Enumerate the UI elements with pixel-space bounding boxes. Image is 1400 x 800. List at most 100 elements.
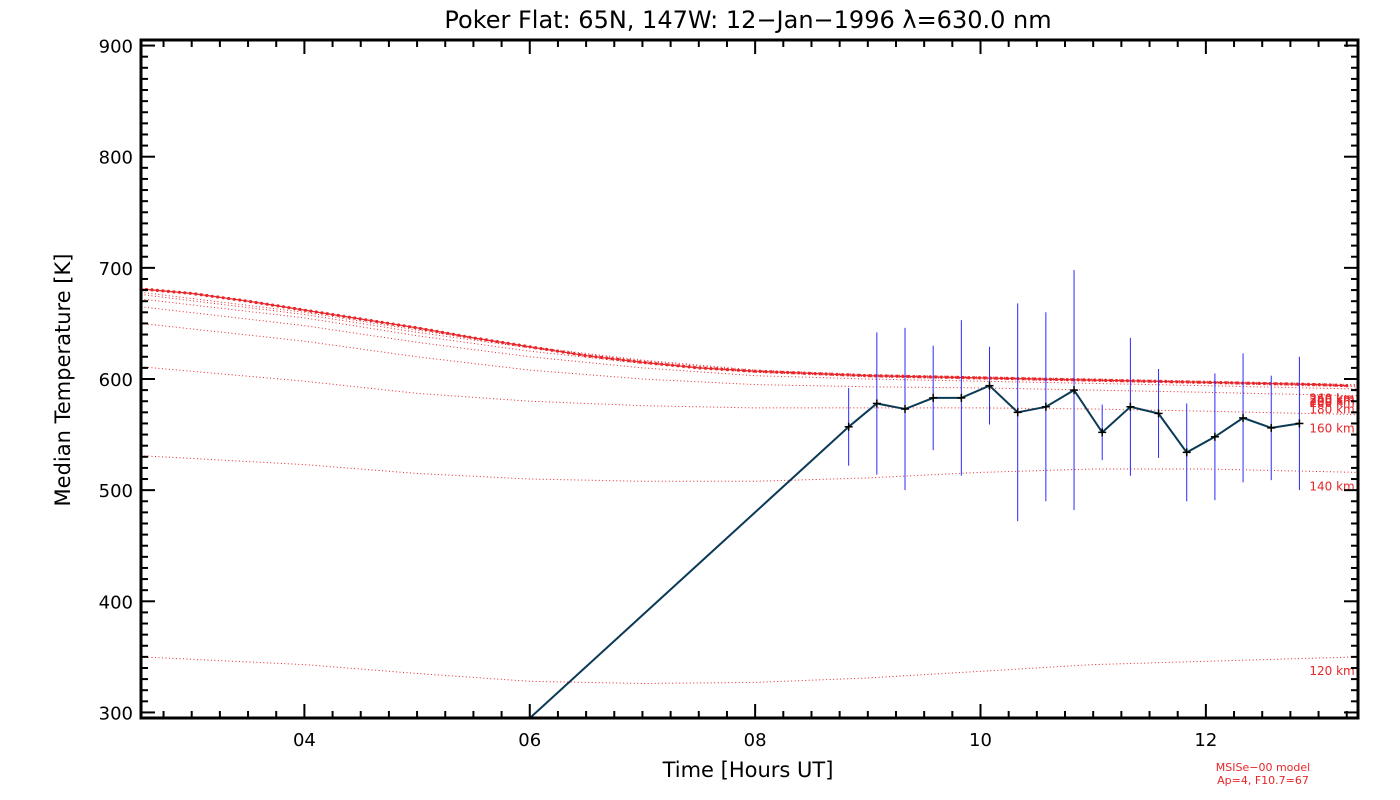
exospheric-point — [758, 369, 762, 373]
exospheric-point — [665, 363, 669, 367]
exospheric-point — [287, 306, 291, 310]
exospheric-point — [671, 363, 675, 367]
exospheric-point — [1295, 382, 1299, 386]
exospheric-point — [901, 374, 905, 378]
exospheric-point — [517, 343, 521, 347]
exospheric-point — [1317, 383, 1321, 387]
exospheric-point — [1339, 383, 1343, 388]
exospheric-point — [386, 321, 390, 325]
chart-title: Poker Flat: 65N, 147W: 12−Jan−1996 λ=630… — [444, 6, 1051, 34]
exospheric-point — [166, 289, 170, 293]
exospheric-point — [682, 364, 686, 368]
exospheric-point — [369, 319, 373, 323]
exospheric-point — [638, 360, 642, 364]
y-tick-label: 600 — [99, 370, 133, 391]
exospheric-point — [227, 296, 231, 301]
exospheric-point — [1114, 379, 1119, 383]
exospheric-point — [232, 297, 236, 301]
exospheric-point — [1175, 380, 1179, 384]
exospheric-point — [331, 313, 335, 317]
exospheric-point — [1120, 379, 1124, 383]
exospheric-point — [216, 295, 220, 299]
exospheric-point — [484, 338, 488, 342]
y-tick-label: 400 — [99, 592, 133, 613]
exospheric-point — [884, 374, 889, 378]
model-curve-180-km — [141, 322, 1358, 397]
exospheric-point — [824, 372, 828, 376]
altitude-label-160-km: 160 km — [1309, 422, 1354, 436]
exospheric-point — [364, 318, 368, 322]
exospheric-point — [375, 319, 379, 324]
exospheric-point — [238, 298, 242, 302]
exospheric-point — [616, 357, 620, 361]
exospheric-point — [835, 372, 839, 377]
exospheric-point — [879, 374, 883, 378]
exospheric-point — [566, 351, 571, 355]
altitude-label-200-km: 200 km — [1309, 396, 1354, 410]
exospheric-point — [1136, 379, 1141, 383]
exospheric-point — [687, 365, 691, 369]
measured-point — [1098, 428, 1107, 437]
exospheric-point — [1032, 377, 1036, 381]
exospheric-point — [977, 376, 982, 380]
exospheric-point — [501, 340, 505, 345]
exospheric-point — [435, 329, 439, 333]
measured-point — [1239, 413, 1248, 422]
exospheric-point — [1246, 381, 1250, 385]
measured-point — [1182, 448, 1191, 457]
measured-point — [1041, 402, 1050, 411]
exospheric-point — [862, 373, 867, 378]
exospheric-point — [703, 366, 708, 370]
x-tick-label: 08 — [744, 730, 767, 751]
exospheric-point — [594, 355, 598, 359]
exospheric-point — [555, 349, 560, 353]
exospheric-point — [621, 358, 625, 362]
exospheric-point — [550, 348, 554, 352]
exospheric-point — [972, 376, 976, 380]
exospheric-point — [243, 299, 247, 303]
model-curves — [141, 291, 1358, 685]
exospheric-point — [1158, 379, 1162, 383]
exospheric-point — [764, 370, 768, 374]
exospheric-point — [769, 370, 773, 374]
exospheric-point — [545, 347, 549, 351]
exospheric-point — [205, 293, 209, 298]
exospheric-point — [939, 375, 943, 379]
exospheric-point — [534, 346, 538, 350]
exospheric-point — [950, 375, 954, 379]
exospheric-point — [1252, 381, 1256, 385]
exospheric-point — [654, 362, 658, 366]
exospheric-point — [1049, 377, 1053, 381]
exospheric-point — [1235, 381, 1239, 385]
exospheric-point — [775, 370, 779, 374]
exospheric-point — [753, 369, 757, 373]
exospheric-point — [945, 375, 949, 379]
exospheric-point — [917, 375, 921, 379]
measured-point — [1295, 419, 1304, 428]
exospheric-point — [1043, 377, 1047, 381]
measured-point — [1070, 386, 1079, 395]
exospheric-point — [857, 373, 861, 377]
exospheric-point — [572, 352, 576, 356]
exospheric-point — [1186, 380, 1190, 384]
exospheric-point — [1098, 378, 1102, 382]
model-curve-140-km — [141, 455, 1358, 482]
exospheric-point — [846, 373, 850, 377]
measured-series — [528, 270, 1304, 718]
exospheric-point — [890, 374, 894, 378]
model-curve-200-km — [141, 306, 1358, 390]
exospheric-point — [523, 344, 527, 348]
exospheric-point — [731, 368, 735, 372]
exospheric-point — [1005, 376, 1009, 380]
altitude-label-220-km: 220 km — [1309, 394, 1354, 408]
exospheric-point — [457, 333, 461, 337]
altitude-label-120-km: 120 km — [1309, 664, 1354, 678]
exospheric-point — [599, 355, 604, 360]
exospheric-point — [813, 372, 817, 376]
altitude-label-240-km: 240 km — [1309, 393, 1354, 407]
exospheric-point — [1082, 378, 1086, 382]
model-note-line-2: Ap=4, F10.7=67 — [1217, 774, 1309, 787]
exospheric-point — [1257, 381, 1261, 385]
exospheric-point — [725, 368, 730, 372]
